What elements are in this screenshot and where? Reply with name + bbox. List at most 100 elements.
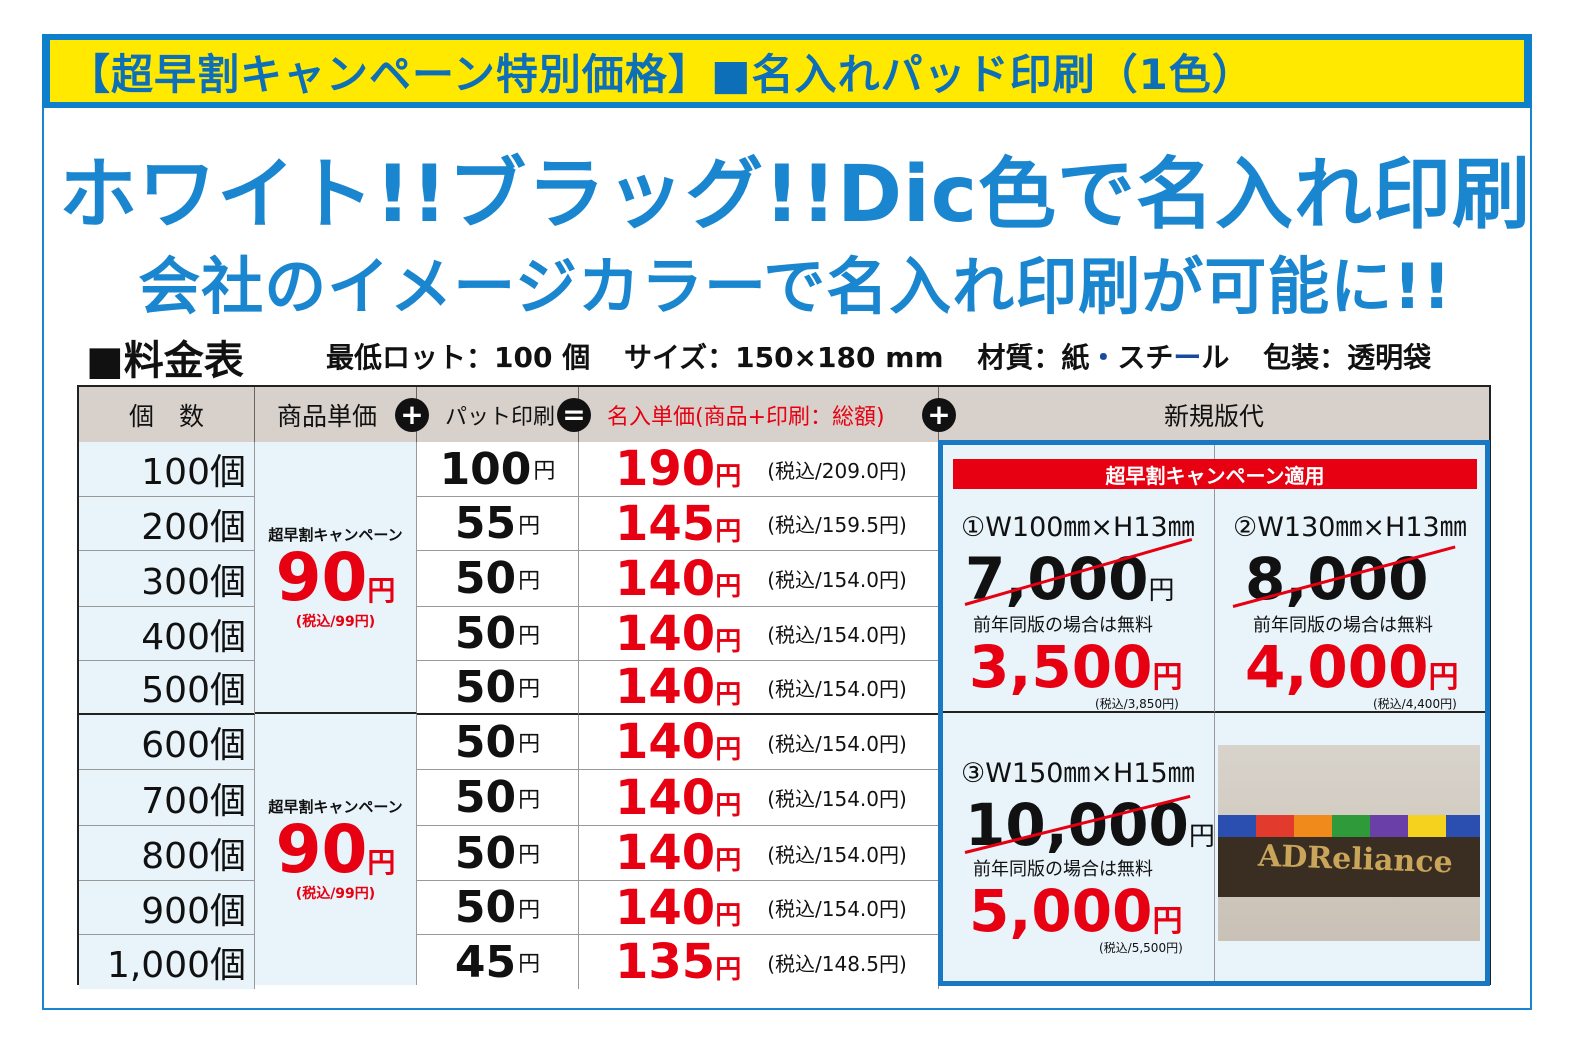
- total-price-value: 140: [615, 879, 716, 936]
- total-price: 135円 (税込/148.5円): [579, 934, 939, 990]
- total-price-tax: (税込/154.0円): [767, 787, 907, 811]
- total-price-yen: 円: [715, 626, 742, 657]
- total-price-tax: (税込/154.0円): [767, 842, 907, 867]
- pad-price-value: 45: [454, 936, 517, 988]
- header-total: 名入単価(商品+印刷：総額): [579, 387, 939, 442]
- spec-material: 材質：紙・スチール: [977, 341, 1229, 374]
- qty-cell: 500個: [79, 661, 255, 715]
- plate-new-price-value: 4,000: [1245, 633, 1429, 701]
- title-banner: 【超早割キャンペーン特別価格】■名入れパッド印刷（1色）: [42, 34, 1532, 108]
- plate-old-price: 7,000円: [965, 545, 1174, 613]
- plate-new-price: 5,000円: [969, 877, 1182, 945]
- total-price-value: 140: [615, 769, 716, 826]
- plus-operator: +: [395, 398, 429, 432]
- total-price-value: 140: [615, 825, 716, 881]
- pad-print-price: 50 円: [417, 607, 579, 661]
- pad-price-value: 50: [454, 882, 517, 933]
- total-price: 190円 (税込/209.0円): [579, 441, 939, 497]
- total-price-value: 140: [615, 714, 716, 770]
- total-price: 145円 (税込/159.5円): [579, 496, 939, 552]
- total-price: 140円 (税込/154.0円): [579, 551, 939, 607]
- total-price-yen: 円: [715, 955, 742, 985]
- pad-print-price: 45 円: [417, 935, 579, 989]
- pad-price-value: 50: [454, 716, 517, 768]
- qty-cell: 300個: [79, 551, 255, 607]
- pad-price-yen: 円: [518, 897, 541, 923]
- plate-new-price-yen: 円: [1152, 660, 1183, 695]
- color-strip-segment: [1370, 815, 1410, 837]
- qty-cell: 600個: [79, 715, 255, 770]
- unit-price-block-1: 超早割キャンペーン 90円 (税込/99円): [255, 442, 417, 714]
- qty-cell: 700個: [79, 770, 255, 826]
- total-price: 140円 (税込/154.0円): [579, 659, 939, 715]
- color-strip-segment: [1408, 815, 1448, 837]
- total-price-yen: 円: [715, 790, 742, 821]
- total-price-tax: (税込/154.0円): [767, 897, 907, 921]
- total-price-amount: 140円: [615, 606, 741, 662]
- pad-price-value: 50: [454, 553, 517, 604]
- plate-new-price: 3,500円: [969, 633, 1182, 701]
- pad-price-value: 50: [454, 661, 517, 713]
- pad-print-price: 50 円: [417, 770, 579, 826]
- pad-print-price: 50 円: [417, 826, 579, 881]
- pad-print-price: 50 円: [417, 551, 579, 607]
- plate-size: ②W130㎜×H13㎜: [1233, 512, 1467, 543]
- product-sample-photo: ADReliance: [1218, 745, 1480, 941]
- total-price-amount: 190円: [615, 441, 741, 497]
- headline-line1: ホワイト!!ブラッグ!!Dic色で名入れ印刷: [58, 150, 1531, 240]
- pad-price-value: 50: [454, 772, 517, 823]
- color-strip-segment: [1446, 815, 1480, 837]
- total-price-value: 140: [615, 659, 716, 715]
- plate-new-price-tax: (税込/5,500円): [1099, 941, 1183, 955]
- total-price-value: 135: [615, 934, 716, 990]
- unit-price-yen: 円: [367, 846, 396, 879]
- total-price: 140円 (税込/154.0円): [579, 825, 939, 881]
- qty-cell: 100個: [79, 442, 255, 497]
- plate-new-price-value: 3,500: [969, 633, 1153, 701]
- unit-price: 90円: [276, 817, 396, 883]
- pad-print-price: 100 円: [417, 442, 579, 497]
- plate-old-price-yen: 円: [1148, 576, 1175, 606]
- total-price-yen: 円: [715, 680, 742, 710]
- total-price-tax: (税込/154.0円): [767, 676, 907, 701]
- price-table: 個 数 商品単価 パット印刷 名入単価(商品+印刷：総額) 新規版代 + = +…: [77, 385, 1491, 990]
- pad-price-value: 50: [454, 608, 517, 659]
- header-qty: 個 数: [79, 387, 255, 442]
- color-strip-segment: [1218, 815, 1258, 837]
- unit-price-value: 90: [275, 811, 368, 888]
- plate-new-price-yen: 円: [1152, 904, 1183, 939]
- spec-material-bar: ー: [1173, 341, 1202, 374]
- plate-note: 前年同版の場合は無料: [973, 859, 1153, 880]
- sample-logo-text: ADReliance: [1257, 838, 1454, 881]
- pad-price-yen: 円: [518, 677, 541, 702]
- plate-new-price-tax: (税込/4,400円): [1373, 697, 1457, 711]
- spec-material-prefix: 材質：紙: [977, 341, 1090, 374]
- plate-new-price-yen: 円: [1428, 660, 1459, 695]
- unit-price: 90円: [276, 544, 396, 611]
- pad-price-yen: 円: [518, 787, 541, 813]
- plate-note: 前年同版の場合は無料: [1253, 615, 1433, 636]
- equals-operator: =: [557, 398, 591, 432]
- plate-cell-2: [1215, 445, 1485, 713]
- plate-size: ③W150㎜×H15㎜: [961, 758, 1195, 789]
- unit-price-block-2: 超早割キャンペーン 90円 (税込/99円): [255, 714, 417, 985]
- spec-material-suffix: ル: [1201, 341, 1230, 374]
- plus-operator: +: [922, 398, 956, 432]
- total-price-tax: (税込/154.0円): [767, 731, 907, 756]
- total-price-amount: 140円: [615, 659, 741, 715]
- total-price-amount: 140円: [615, 825, 741, 881]
- pad-print-price: 50 円: [417, 661, 579, 715]
- pad-price-value: 100: [439, 443, 532, 495]
- total-price-yen: 円: [715, 735, 742, 765]
- total-price: 140円 (税込/154.0円): [579, 879, 939, 936]
- qty-cell: 800個: [79, 826, 255, 881]
- pad-price-yen: 円: [518, 513, 541, 539]
- pad-price-value: 55: [454, 498, 517, 549]
- spec-size: サイズ：150×180 mm: [623, 341, 944, 374]
- total-price-value: 140: [615, 550, 716, 607]
- total-price-amount: 135円: [615, 934, 741, 990]
- total-price-tax: (税込/154.0円): [767, 623, 907, 647]
- unit-price-value: 90: [275, 538, 368, 616]
- qty-cell: 200個: [79, 497, 255, 551]
- pad-print-price: 50 円: [417, 715, 579, 770]
